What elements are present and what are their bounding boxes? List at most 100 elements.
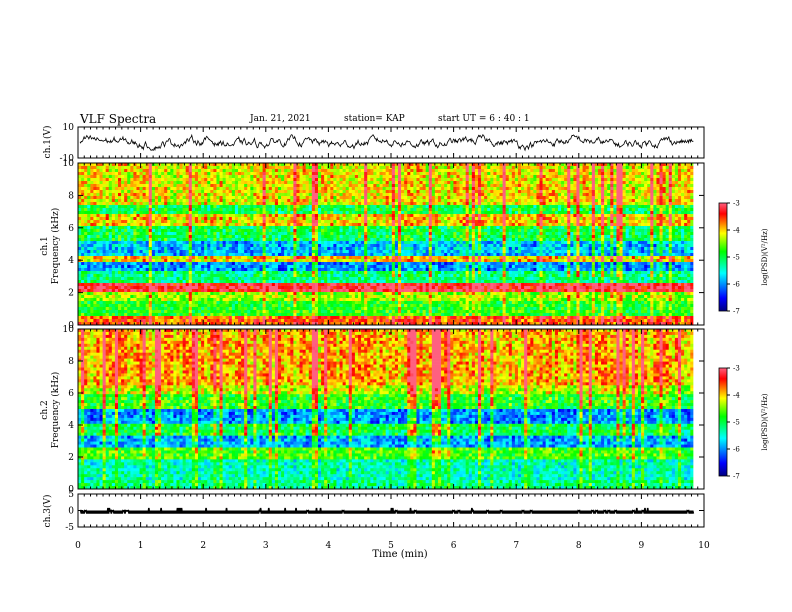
spectrogram-cell — [139, 175, 143, 179]
spectrogram-cell — [456, 172, 460, 176]
spectrogram-cell — [364, 193, 368, 197]
spectrogram-cell — [271, 202, 276, 206]
start-ut-label: start UT = 6 : 40 : 1 — [438, 114, 530, 124]
spectrogram-cell — [274, 172, 279, 176]
spectrogram-cell — [130, 166, 134, 170]
spectrogram-cell — [527, 199, 531, 203]
spectrogram-cell — [453, 181, 457, 185]
spectrogram-cell — [176, 181, 180, 185]
spectrogram-cell — [99, 223, 103, 227]
spectrogram-cell — [597, 175, 602, 179]
spectrogram-cell — [179, 226, 183, 230]
spectrogram-cell — [167, 169, 171, 173]
spectrogram-cell — [677, 199, 682, 203]
spectrogram-cell — [121, 202, 125, 206]
spectrogram-cell — [370, 178, 374, 182]
spectrogram-cell — [591, 229, 596, 233]
spectrogram-cell — [370, 199, 374, 203]
spectrogram-cell — [601, 163, 605, 167]
spectrogram-cell — [579, 190, 583, 194]
spectrogram-cell — [99, 187, 103, 191]
spectrogram-cell — [625, 223, 630, 227]
spectrogram-cell — [444, 196, 448, 200]
spectrogram-cell — [536, 202, 540, 206]
spectrogram-cell — [293, 175, 297, 179]
spectrogram-cell — [118, 211, 122, 215]
spectrogram-cell — [197, 169, 202, 173]
spectrogram-cell — [194, 193, 199, 197]
spectrogram-cell — [182, 226, 186, 230]
spectrogram-cell — [164, 193, 168, 197]
spectrogram-cell — [81, 172, 85, 176]
spectrogram-cell — [305, 196, 310, 200]
spectrogram-cell — [253, 169, 257, 173]
spectrogram-cell — [493, 208, 497, 212]
spectrogram-cell — [305, 172, 310, 176]
spectrogram-cell — [641, 193, 645, 197]
spectrogram-cell — [422, 229, 426, 233]
spectrogram-cell — [216, 181, 220, 185]
spectrogram-cell — [348, 235, 353, 239]
spectrogram-cell — [333, 208, 337, 212]
spectrogram-cell — [158, 199, 162, 203]
spectrogram-cell — [561, 166, 565, 170]
spectrogram-cell — [151, 220, 156, 224]
spectrogram-cell — [468, 196, 473, 200]
spectrogram-cell — [684, 187, 688, 191]
spectrogram-cell — [493, 187, 497, 191]
spectrogram-cell — [250, 193, 254, 197]
spectrogram-cell — [514, 169, 519, 173]
spectrogram-cell — [514, 235, 519, 239]
spectrogram-cell — [382, 205, 386, 209]
spectrogram-cell — [327, 190, 331, 194]
spectrogram-cell — [551, 232, 556, 236]
spectrogram-cell — [397, 217, 402, 221]
spectrogram-cell — [145, 169, 150, 173]
spectrogram-cell — [637, 214, 642, 218]
spectrogram-cell — [262, 220, 266, 224]
spectrogram-cell — [687, 226, 691, 230]
spectrogram-cell — [634, 178, 639, 182]
spectrogram-cell — [348, 232, 353, 236]
spectrogram-cell — [99, 202, 103, 206]
spectrogram-cell — [681, 208, 685, 212]
spectrogram-cell — [631, 223, 636, 227]
spectrogram-cell — [616, 232, 620, 236]
spectrogram-cell — [579, 223, 583, 227]
spectrogram-cell — [394, 202, 399, 206]
spectrogram-cell — [551, 193, 556, 197]
spectrogram-cell — [514, 199, 519, 203]
ch1-spectrogram-image — [78, 163, 704, 326]
spectrogram-cell — [277, 223, 282, 227]
spectrogram-cell — [302, 217, 306, 221]
spectrogram-cell — [121, 223, 125, 227]
spectrogram-cell — [468, 226, 473, 230]
spectrogram-cell — [124, 220, 128, 224]
spectrogram-cell — [561, 175, 565, 179]
spectrogram-cell — [317, 178, 322, 182]
spectrogram-cell — [253, 184, 257, 188]
spectrogram-cell — [167, 178, 171, 182]
spectrogram-cell — [459, 220, 463, 224]
spectrogram-cell — [78, 208, 82, 212]
spectrogram-cell — [191, 235, 196, 239]
spectrogram-cell — [207, 211, 211, 215]
spectrogram-cell — [133, 163, 137, 167]
spectrogram-cell — [142, 202, 146, 206]
spectrogram-cell — [118, 196, 122, 200]
spectrogram-cell — [690, 226, 694, 230]
spectrogram-cell — [604, 217, 608, 221]
spectrogram-cell — [210, 235, 214, 239]
spectrogram-cell — [447, 223, 451, 227]
spectrogram-cell — [493, 190, 497, 194]
spectrogram-cell — [81, 211, 85, 215]
spectrogram-cell — [327, 229, 331, 233]
spectrogram-cell — [348, 163, 353, 167]
spectrogram-cell — [201, 184, 205, 188]
spectrogram-cell — [145, 172, 150, 176]
spectrogram-cell — [477, 208, 482, 212]
spectrogram-cell — [459, 187, 463, 191]
spectrogram-cell — [607, 214, 611, 218]
spectrogram-cell — [305, 220, 310, 224]
spectrogram-cell — [650, 181, 654, 185]
